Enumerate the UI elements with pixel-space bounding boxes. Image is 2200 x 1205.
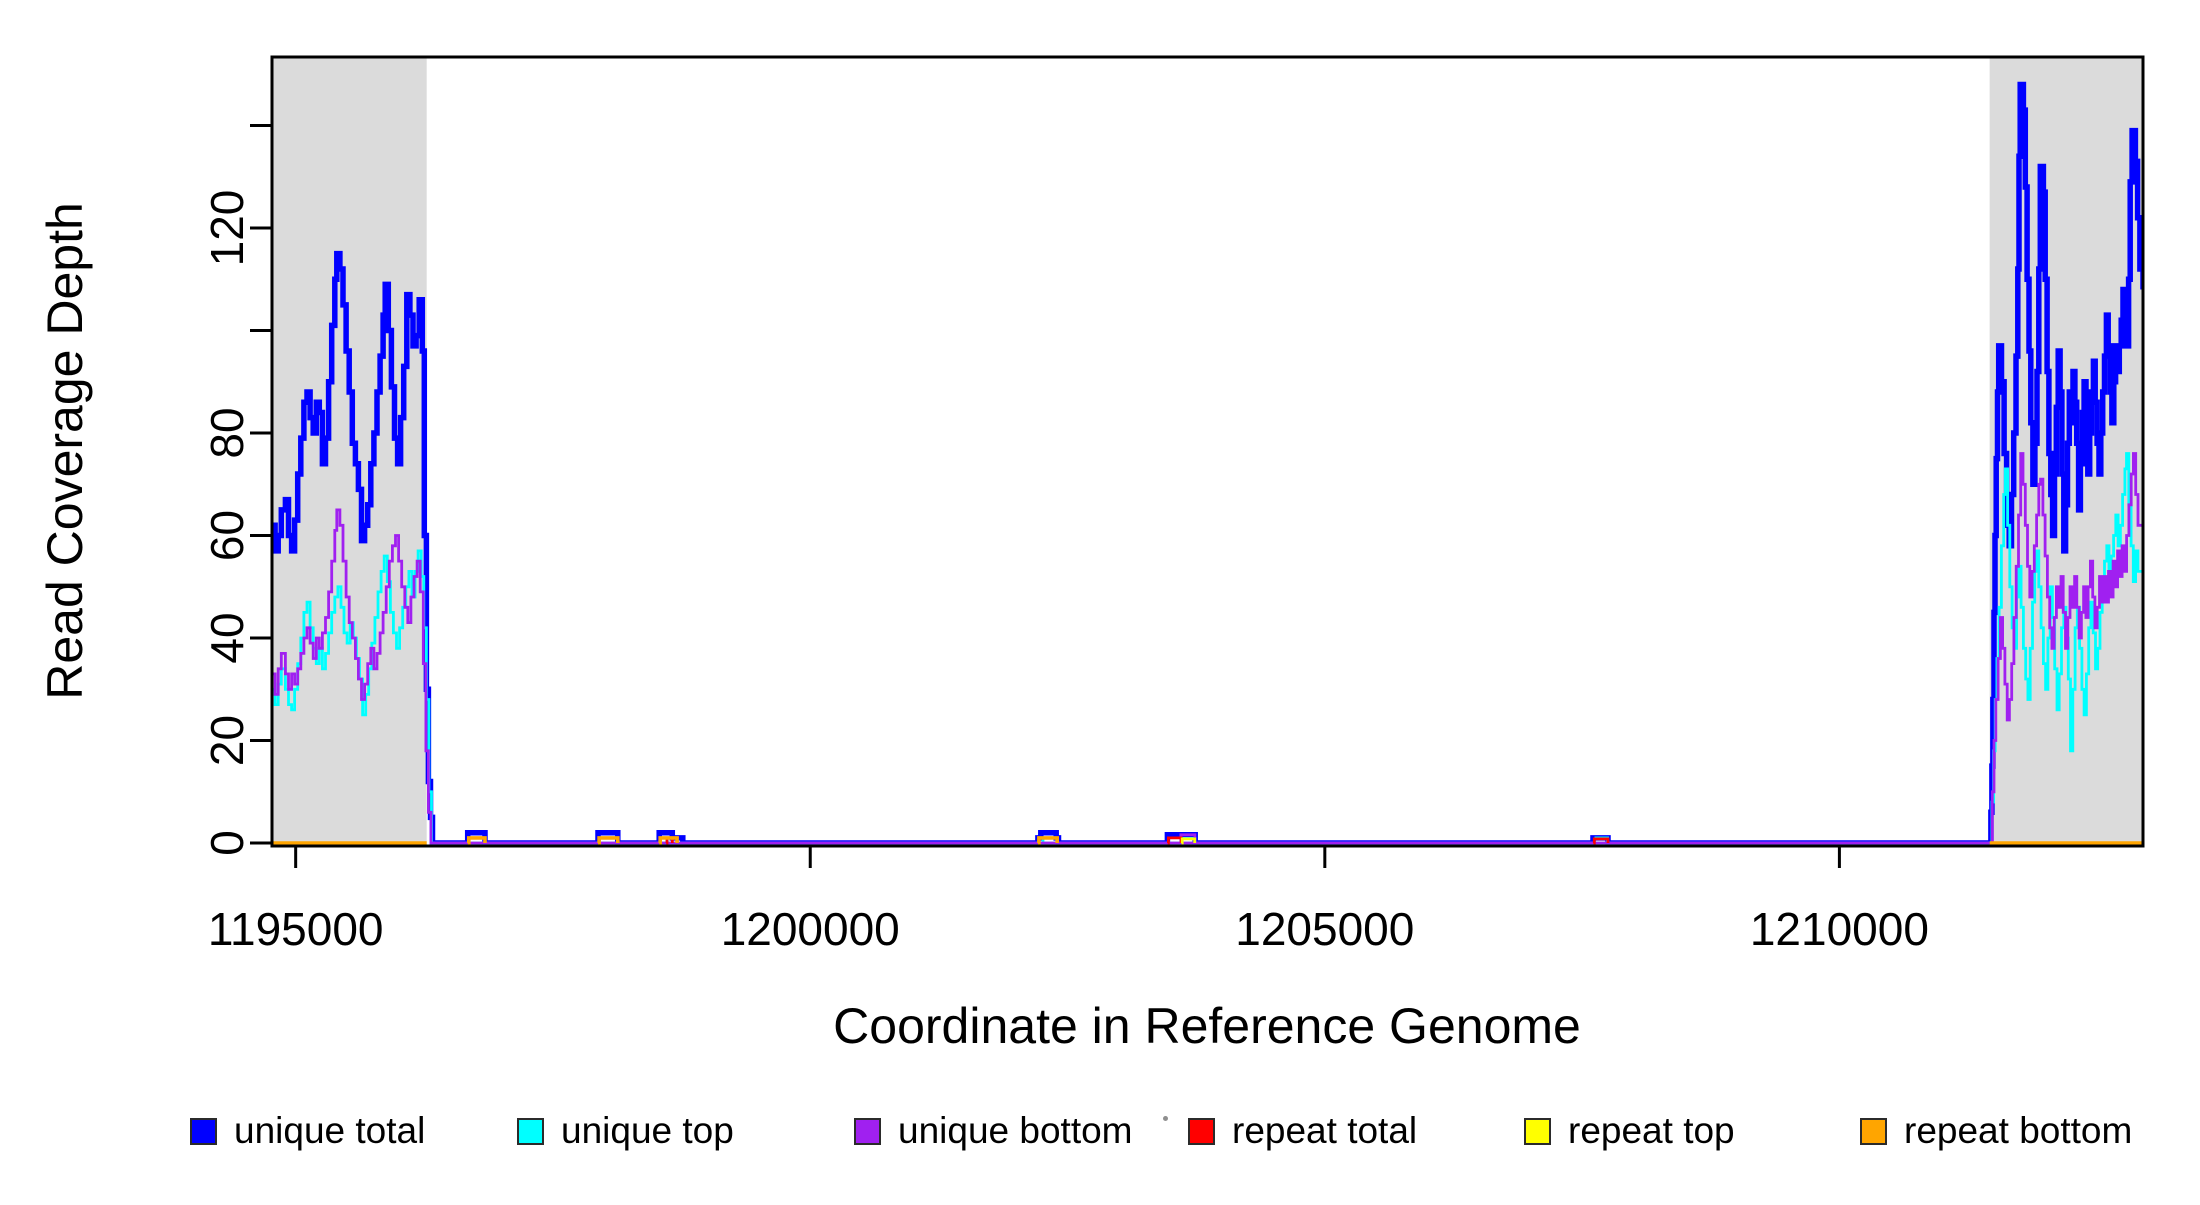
series-line-unique-total [272, 81, 2143, 846]
series-line-repeat-bottom [467, 836, 487, 845]
repeat-bottom-swatch-icon [1860, 1117, 1887, 1145]
legend-label: repeat total [1232, 1110, 1418, 1151]
stray-dot-artifact [1163, 1116, 1168, 1121]
unique-top-swatch-icon [517, 1117, 544, 1145]
series-line-repeat-top [1180, 837, 1197, 845]
y-tick-label: 120 [201, 190, 253, 267]
legend-item-unique-top: unique top [517, 1110, 734, 1152]
x-tick-label: 1205000 [1235, 903, 1414, 955]
legend-item-unique-total: unique total [190, 1110, 425, 1152]
repeat-top-swatch-icon [1524, 1117, 1551, 1145]
series-line-unique-top [272, 452, 2143, 845]
repeat-region-shade [272, 57, 427, 846]
repeat-total-swatch-icon [1188, 1117, 1215, 1145]
x-axis-title: Coordinate in Reference Genome [833, 998, 1581, 1054]
repeat-shaded-regions [272, 57, 2143, 846]
axes: 1195000 1200000 1205000 1210000 0 20 40 60 80 120 [201, 55, 2145, 955]
legend-label: unique top [561, 1110, 734, 1151]
y-tick-label: 40 [201, 612, 253, 663]
y-tick-label: 0 [201, 830, 253, 856]
series-line-unique-bottom [272, 452, 2143, 845]
y-tick-label: 20 [201, 715, 253, 766]
legend-label: unique bottom [898, 1110, 1133, 1151]
coverage-step-lines [272, 81, 2143, 846]
y-axis-title: Read Coverage Depth [37, 202, 93, 700]
legend-item-unique-bottom: unique bottom [854, 1110, 1133, 1152]
unique-total-swatch-icon [190, 1117, 217, 1145]
legend-item-repeat-top: repeat top [1524, 1110, 1735, 1152]
legend-item-repeat-bottom: repeat bottom [1860, 1110, 2132, 1152]
y-tick-label: 80 [201, 407, 253, 458]
series-line-repeat-bottom [1037, 836, 1059, 845]
x-tick-label: 1195000 [208, 903, 384, 955]
x-tick-label: 1210000 [1750, 903, 1929, 955]
legend-label: repeat top [1568, 1110, 1735, 1151]
series-line-repeat-bottom [597, 836, 620, 845]
series-line-repeat-total [1592, 837, 1610, 845]
unique-bottom-swatch-icon [854, 1117, 881, 1145]
legend-item-repeat-total: repeat total [1188, 1110, 1417, 1152]
legend-label: repeat bottom [1904, 1110, 2133, 1151]
legend-label: unique total [234, 1110, 426, 1151]
plot-box [270, 55, 2145, 848]
y-tick-label: 60 [201, 510, 253, 561]
series-line-repeat-bottom [658, 836, 679, 845]
x-tick-label: 1200000 [721, 903, 900, 955]
